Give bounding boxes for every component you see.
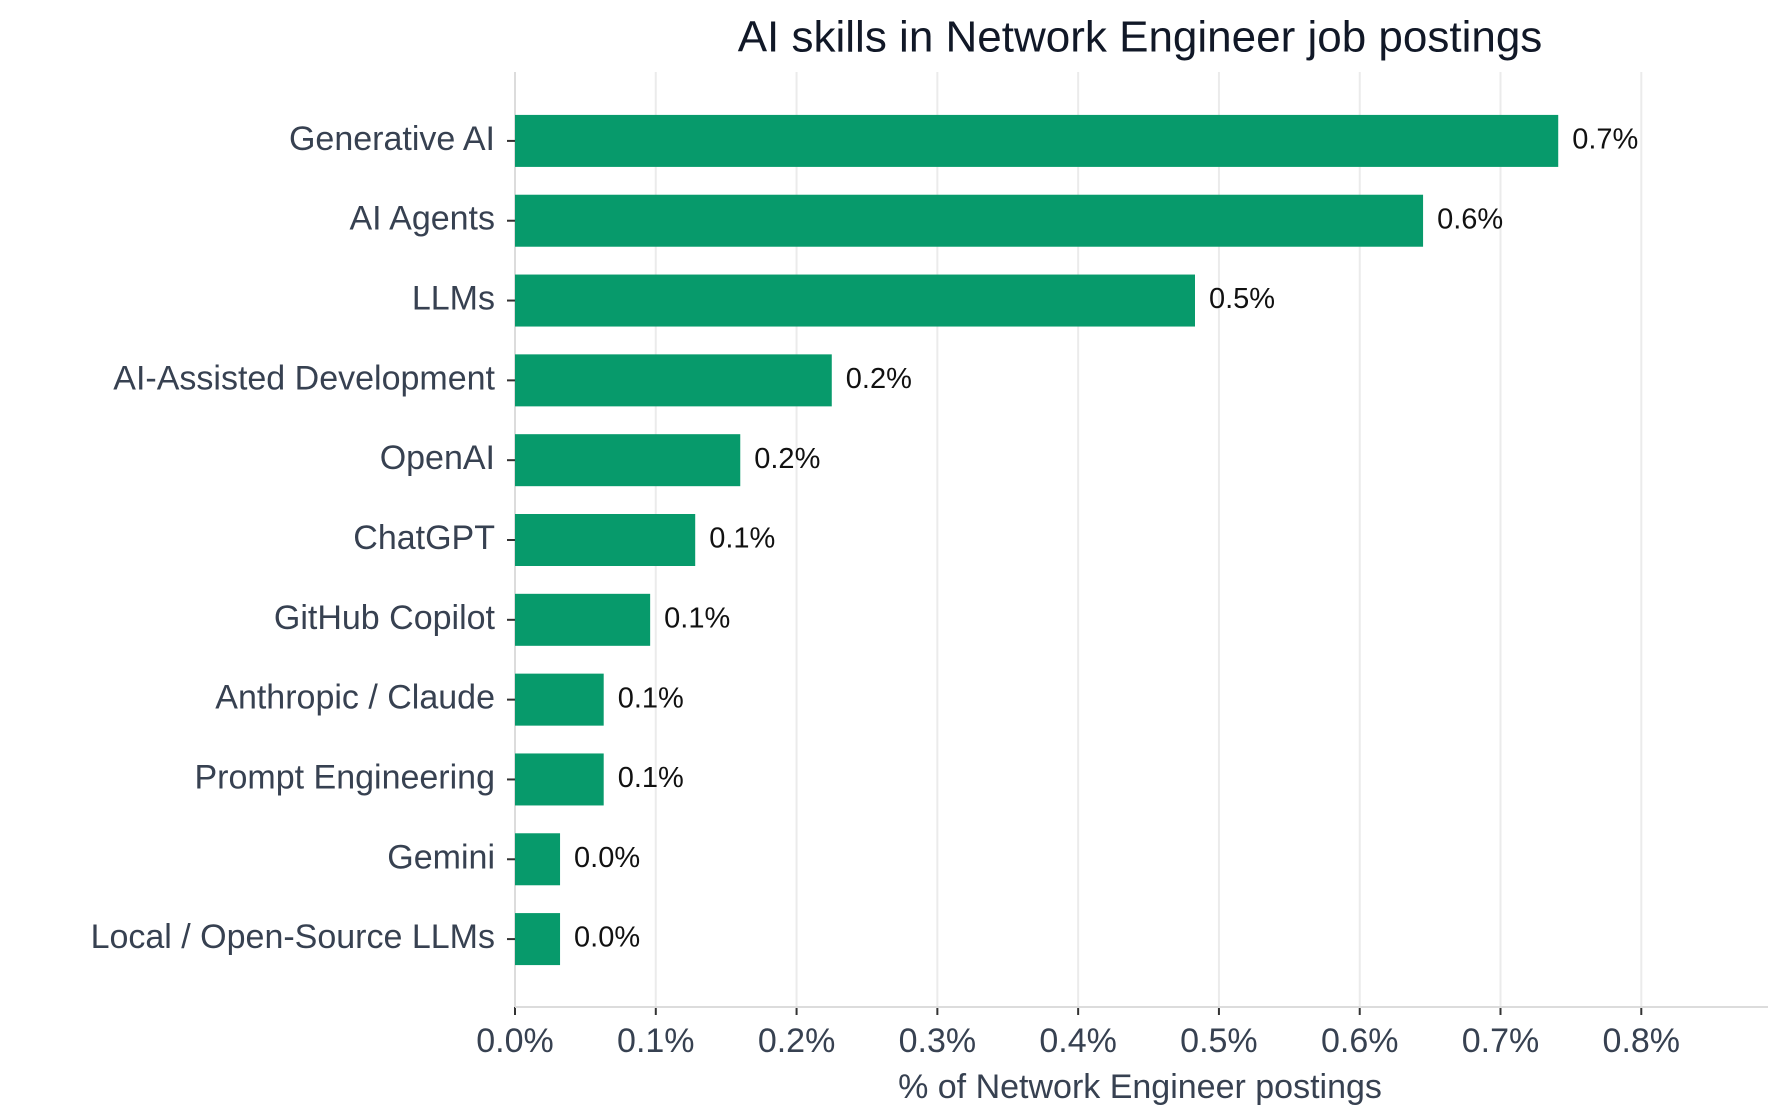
bar [515, 194, 1424, 247]
x-axis-label: % of Network Engineer postings [898, 1068, 1382, 1106]
bar [515, 673, 604, 726]
x-tick-label: 0.0% [476, 1022, 554, 1060]
value-label: 0.1% [664, 602, 730, 634]
value-label: 0.1% [618, 682, 684, 714]
bar [515, 114, 1559, 167]
x-tick-label: 0.5% [1180, 1022, 1258, 1060]
y-tick-label: Generative AI [289, 120, 495, 158]
x-tick-label: 0.3% [899, 1022, 977, 1060]
value-label: 0.0% [574, 922, 640, 954]
value-label: 0.1% [618, 762, 684, 794]
value-label: 0.1% [709, 523, 775, 555]
y-tick-label: Local / Open-Source LLMs [91, 918, 495, 956]
y-tick-label: GitHub Copilot [274, 599, 496, 637]
value-label: 0.2% [846, 363, 912, 395]
y-tick-label: Gemini [387, 838, 495, 876]
y-tick-label: Prompt Engineering [194, 758, 495, 796]
x-tick-label: 0.6% [1321, 1022, 1399, 1060]
x-tick-label: 0.4% [1039, 1022, 1117, 1060]
y-tick-label: LLMs [412, 280, 495, 318]
bar [515, 274, 1195, 327]
x-tick-label: 0.7% [1462, 1022, 1540, 1060]
bar [515, 354, 832, 407]
x-tick-label: 0.2% [758, 1022, 836, 1060]
y-tick-label: ChatGPT [353, 519, 495, 557]
bar [515, 913, 561, 966]
y-tick-label: OpenAI [380, 439, 495, 477]
value-label: 0.6% [1437, 203, 1503, 235]
value-label: 0.2% [754, 443, 820, 475]
y-tick-label: AI-Assisted Development [113, 359, 495, 397]
x-tick-label: 0.8% [1603, 1022, 1681, 1060]
chart-title: AI skills in Network Engineer job postin… [738, 13, 1543, 62]
bar [515, 753, 604, 806]
y-tick-label: Anthropic / Claude [215, 679, 495, 717]
value-label: 0.5% [1209, 283, 1275, 315]
bar [515, 833, 561, 886]
value-label: 0.0% [574, 842, 640, 874]
y-tick-label: AI Agents [349, 200, 495, 238]
bar [515, 593, 651, 646]
value-label: 0.7% [1572, 124, 1638, 156]
bar [515, 514, 696, 566]
x-tick-label: 0.1% [617, 1022, 695, 1060]
bar [515, 434, 741, 487]
